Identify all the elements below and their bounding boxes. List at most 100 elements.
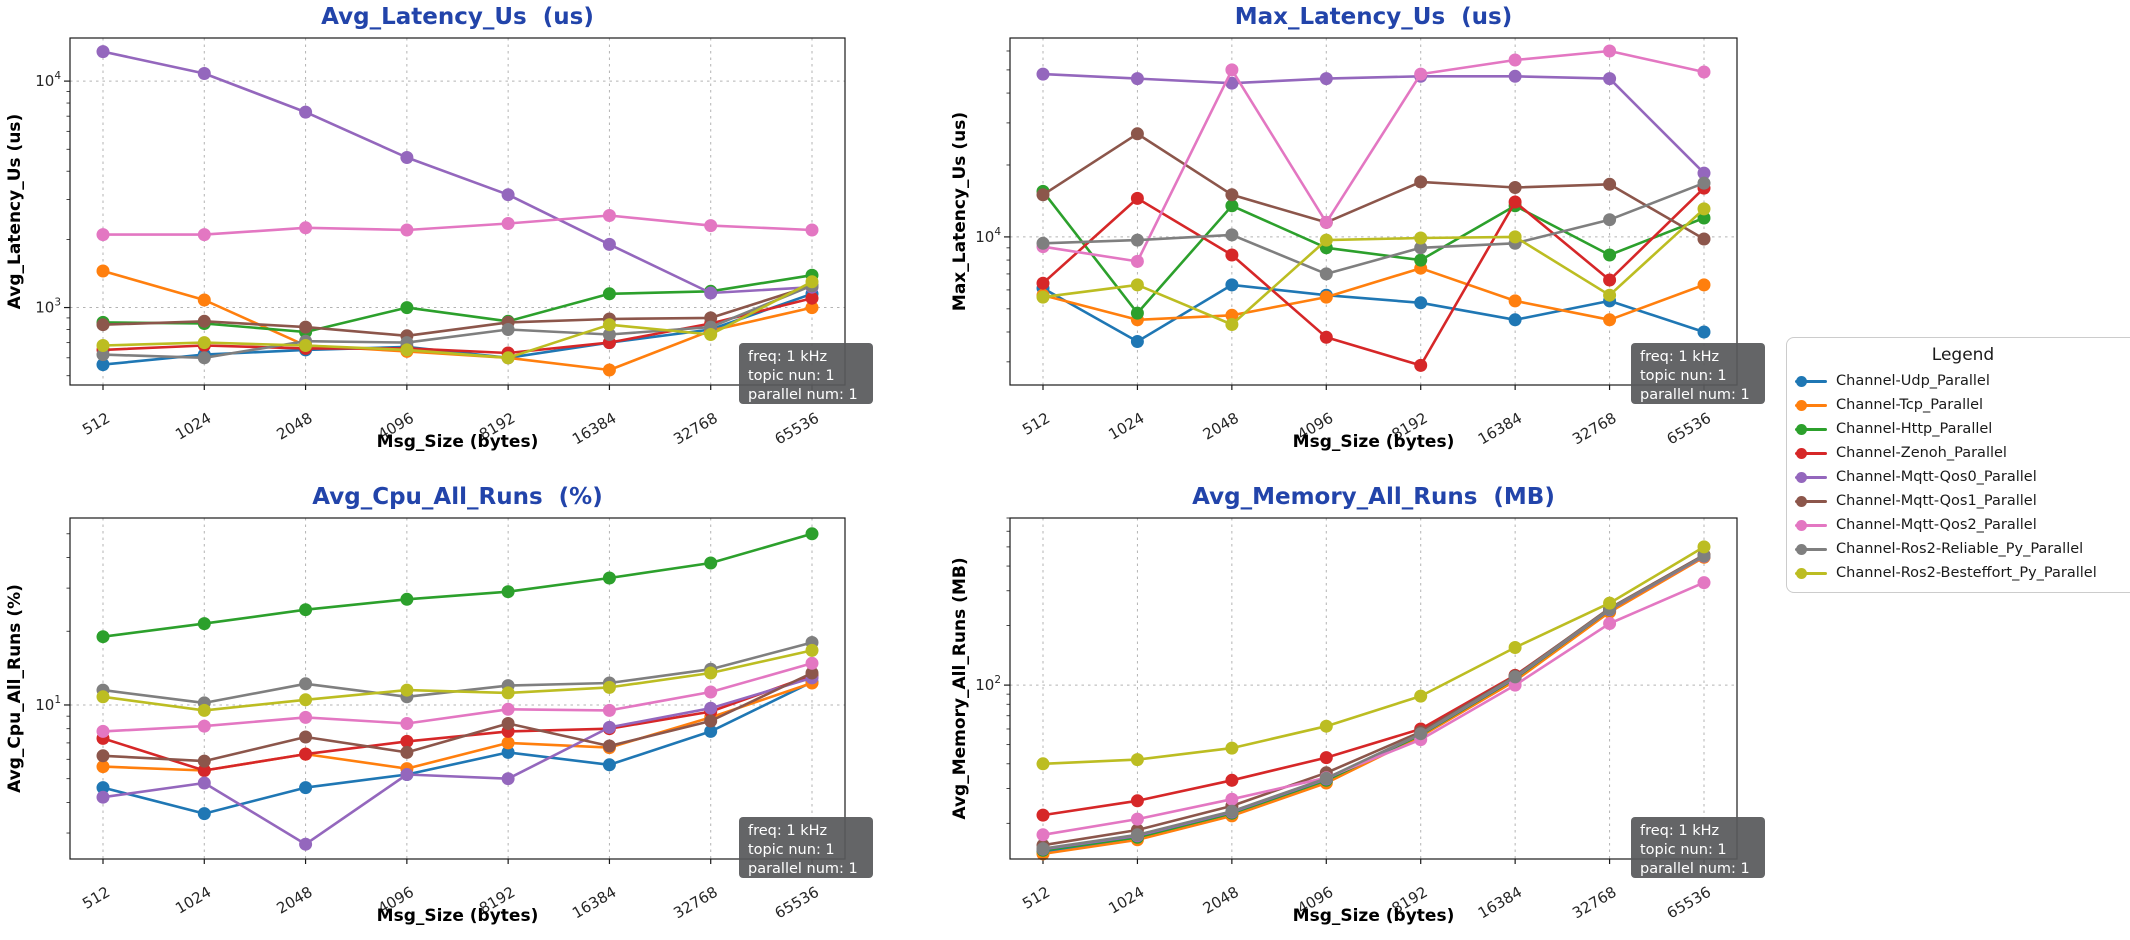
svg-text:32768: 32768 [670,409,720,448]
legend-line-marker-icon [1795,447,1827,459]
x-axis-ticks [102,859,813,864]
y-tick-labels: 102 [975,674,1001,694]
series-Channel-Mqtt-Qos1_Parallel [1036,127,1711,246]
annotation-line: freq: 1 kHz [748,823,827,839]
legend-item: Channel-Mqtt-Qos0_Parallel [1795,465,2130,489]
legend-item: Channel-Mqtt-Qos1_Parallel [1795,489,2130,513]
series-Channel-Mqtt-Qos2_Parallel [96,209,819,242]
legend-item-label: Channel-Http_Parallel [1836,421,1993,437]
svg-text:16384: 16384 [569,409,619,448]
y-axis-ticks [1004,50,1010,363]
annotation-line: freq: 1 kHz [1640,823,1719,839]
svg-text:65536: 65536 [772,409,822,448]
svg-text:65536: 65536 [1664,409,1714,448]
legend-item: Channel-Ros2-Besteffort_Py_Parallel [1795,561,2130,585]
legend-item: Channel-Zenoh_Parallel [1795,441,2130,465]
svg-text:65536: 65536 [1664,883,1714,922]
y-axis-label: Avg_Latency_Us (us) [5,114,25,310]
legend-items: Channel-Udp_Parallel Channel-Tcp_Parallel… [1795,369,2130,585]
series-Channel-Mqtt-Qos1_Parallel [96,666,819,768]
series-Channel-Mqtt-Qos0_Parallel [1036,67,1711,180]
chart-title: Avg_Cpu_All_Runs (%) [312,484,602,510]
legend-item-label: Channel-Mqtt-Qos1_Parallel [1836,493,2037,509]
svg-text:1024: 1024 [172,883,214,918]
plot-border [1009,37,1738,386]
legend-line-marker-icon [1795,543,1827,555]
legend-line-marker-icon [1795,495,1827,507]
y-tick-labels: 103 104 [35,70,61,316]
x-axis-ticks [1042,385,1705,390]
svg-text:2048: 2048 [1200,409,1242,444]
series-Channel-Http_Parallel [96,527,819,644]
y-axis-ticks [64,533,70,834]
y-tick-labels: 101 [35,694,61,714]
y-axis-label: Avg_Cpu_All_Runs (%) [5,584,25,793]
legend-item-label: Channel-Mqtt-Qos2_Parallel [1836,517,2037,533]
series-Channel-Ros2-Reliable_Py_Parallel [1036,176,1711,281]
y-tick-labels: 104 [975,226,1001,246]
grid-lines [1010,38,1737,385]
svg-text:512: 512 [1019,883,1053,913]
svg-text:16384: 16384 [1475,883,1525,922]
svg-text:1024: 1024 [1105,883,1147,918]
legend-line-marker-icon [1795,471,1827,483]
avg-cpu-chart: 101 512 1024 2048 4096 8192 16384 32768 65536 Avg… [0,468,945,936]
y-axis-label: Max_Latency_Us (us) [950,112,970,311]
svg-text:103: 103 [35,297,61,317]
x-axis-ticks [102,385,813,390]
series-Channel-Ros2-Besteffort_Py_Parallel [96,643,819,717]
chart-title: Avg_Latency_Us (us) [321,4,594,30]
annotation-line: topic nun: 1 [748,368,835,384]
x-axis-ticks [1042,859,1705,864]
svg-text:102: 102 [975,674,1001,694]
legend-item-label: Channel-Mqtt-Qos0_Parallel [1836,469,2037,485]
svg-text:32768: 32768 [670,883,720,922]
chart-title: Avg_Memory_All_Runs (MB) [1192,484,1555,510]
series-Channel-Ros2-Besteffort_Py_Parallel [96,275,819,365]
legend-item: Channel-Tcp_Parallel [1795,393,2130,417]
legend: Legend Channel-Udp_Parallel Channel-Tcp_P… [1786,337,2130,593]
legend-item: Channel-Udp_Parallel [1795,369,2130,393]
svg-text:2048: 2048 [1200,883,1242,918]
annotation-line: parallel num: 1 [1640,387,1750,403]
avg-memory-chart: 102 512 1024 2048 4096 8192 16384 32768 65536 Avg… [945,468,1790,936]
svg-text:104: 104 [975,226,1001,246]
legend-item-label: Channel-Udp_Parallel [1836,373,1990,389]
legend-line-marker-icon [1795,423,1827,435]
svg-text:104: 104 [35,70,61,90]
legend-line-marker-icon [1795,567,1827,579]
svg-text:32768: 32768 [1569,409,1619,448]
grid-lines [70,38,845,385]
legend-line-marker-icon [1795,519,1827,531]
annotation-box: freq: 1 kHz topic nun: 1 parallel num: 1 [1631,343,1765,404]
plot-border [1009,517,1738,860]
annotation-line: topic nun: 1 [1640,842,1727,858]
annotation-line: freq: 1 kHz [748,349,827,365]
annotation-line: topic nun: 1 [748,842,835,858]
x-axis-label: Msg_Size (bytes) [1293,906,1455,926]
legend-item-label: Channel-Ros2-Reliable_Py_Parallel [1836,541,2084,557]
svg-text:1024: 1024 [172,409,214,444]
x-axis-label: Msg_Size (bytes) [377,906,539,926]
y-axis-label: Avg_Memory_All_Runs (MB) [950,557,970,819]
legend-title: Legend [1931,345,1995,365]
chart-title: Max_Latency_Us (us) [1235,4,1512,30]
x-axis-label: Msg_Size (bytes) [377,432,539,452]
svg-text:32768: 32768 [1569,883,1619,922]
legend-item-label: Channel-Zenoh_Parallel [1836,445,2007,461]
plot-border [69,517,846,860]
x-axis-label: Msg_Size (bytes) [1293,432,1455,452]
series-Channel-Mqtt-Qos2_Parallel [96,656,819,738]
legend-line-marker-icon [1795,399,1827,411]
annotation-box: freq: 1 kHz topic nun: 1 parallel num: 1 [1631,817,1765,878]
annotation-line: parallel num: 1 [748,861,858,877]
y-axis-ticks [64,80,70,377]
plot-border [69,37,846,386]
svg-text:16384: 16384 [1475,409,1525,448]
avg-latency-chart: 103 104 512 1024 2048 4096 8192 16384 32768 65536… [0,0,945,468]
annotation-line: freq: 1 kHz [1640,349,1719,365]
